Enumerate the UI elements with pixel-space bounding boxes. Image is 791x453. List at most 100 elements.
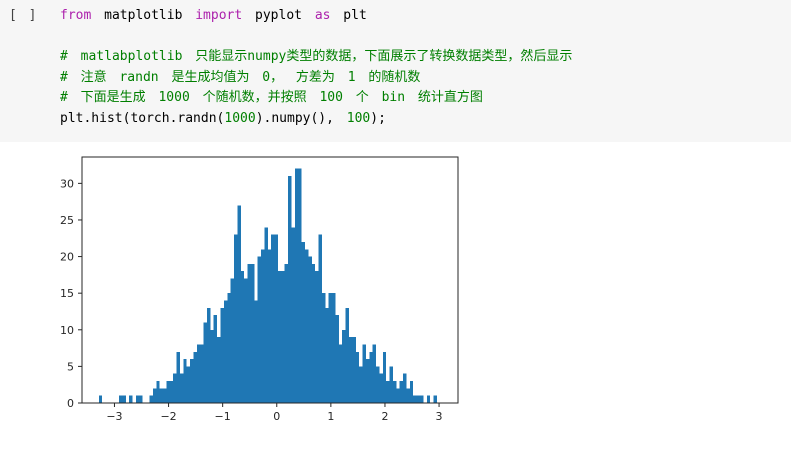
histogram-bar (176, 351, 180, 403)
histogram-bar (277, 271, 282, 403)
histogram-bar (338, 344, 343, 403)
x-tick-label: 0 (273, 410, 280, 423)
histogram-bars (98, 168, 437, 403)
histogram-bar (234, 234, 238, 403)
y-tick-label: 25 (60, 214, 74, 227)
histogram-bar (217, 337, 221, 403)
histogram-bar (413, 395, 417, 403)
histogram-bar (288, 176, 292, 403)
histogram-bar (119, 395, 123, 403)
code-line[interactable]: # matlabplotlib 只能显示numpy类型的数据，下面展示了转换数据… (60, 47, 572, 68)
histogram-bar (352, 337, 356, 403)
code-line[interactable]: from matplotlib import pyplot as plt (60, 6, 572, 27)
histogram-bar (379, 373, 383, 403)
code-token-plain: plt.hist(torch.randn( (60, 110, 225, 126)
code-line[interactable]: plt.hist(torch.randn(1000).numpy(), 100)… (60, 109, 572, 130)
histogram-bar (294, 168, 299, 403)
histogram-bar (406, 388, 410, 403)
histogram-bar (369, 351, 373, 403)
y-tick-label: 30 (60, 177, 74, 190)
histogram-bar (98, 395, 103, 403)
histogram-bar (389, 366, 393, 403)
histogram-bar (213, 315, 218, 403)
histogram-bar (372, 344, 377, 403)
x-tick-label: −2 (160, 410, 176, 423)
histogram-bar (200, 344, 204, 403)
y-tick-label: 5 (67, 360, 74, 373)
y-tick-label: 0 (67, 397, 74, 410)
x-tick-label: 1 (327, 410, 334, 423)
code-token-keyword: from (60, 8, 92, 23)
histogram-bar (257, 256, 262, 403)
x-tick-label: 3 (436, 410, 443, 423)
histogram-bar (271, 234, 275, 403)
histogram-bar (335, 315, 339, 403)
histogram-bar (433, 395, 437, 403)
code-token-number: 100 (346, 110, 371, 126)
histogram-bar (250, 263, 255, 403)
histogram-bar (325, 307, 329, 403)
histogram-bar (315, 271, 319, 403)
histogram-bar (261, 249, 265, 403)
histogram-bar (399, 381, 404, 403)
code-line[interactable]: # 下面是生成 1000 个随机数，并按照 100 个 bin 统计直方图 (60, 88, 572, 109)
histogram-bar (186, 366, 191, 403)
y-axis-ticks: 0 5 10 15 20 25 30 (60, 177, 82, 410)
code-cell[interactable]: [ ] from matplotlib import pyplot as plt… (0, 0, 791, 142)
histogram-bar (386, 381, 390, 403)
histogram-bar (223, 300, 228, 403)
code-editor[interactable]: from matplotlib import pyplot as plt # m… (60, 6, 572, 129)
histogram-bar (173, 373, 177, 403)
histogram-bar (291, 227, 295, 403)
cell-output-area: −3 −2 −1 0 1 2 3 0 5 10 15 20 25 30 (0, 142, 791, 453)
histogram-bar (230, 278, 235, 403)
histogram-bar (227, 293, 231, 403)
code-line[interactable]: # 注意 randn 是生成均值为 0， 方差为 1 的随机数 (60, 68, 572, 89)
histogram-bar (149, 395, 153, 403)
code-token-plain: ); (370, 110, 386, 126)
x-tick-label: −1 (215, 410, 231, 423)
histogram-bar (274, 234, 278, 403)
histogram-bar (362, 344, 366, 403)
histogram-bar (305, 249, 309, 403)
code-token-comment: # matlabplotlib 只能显示numpy类型的数据，下面展示了转换数据… (60, 49, 573, 64)
histogram-bar (318, 234, 322, 403)
histogram-bar (284, 263, 289, 403)
histogram-bar (129, 395, 133, 403)
code-token-plain: matplotlib (91, 8, 196, 23)
histogram-bar (311, 263, 316, 403)
histogram-bar (392, 381, 397, 403)
code-token-plain: ).numpy(), (255, 110, 347, 126)
code-token-comment: # 注意 randn 是生成均值为 0， 方差为 1 的随机数 (60, 69, 421, 85)
histogram-bar (416, 395, 420, 403)
histogram-bar (254, 300, 258, 403)
histogram-bar (382, 351, 387, 403)
x-tick-label: −3 (106, 410, 122, 423)
histogram-bar (210, 329, 214, 403)
histogram-bar (298, 168, 302, 403)
y-tick-label: 15 (60, 287, 74, 300)
code-line[interactable] (60, 27, 572, 48)
cell-run-prompt[interactable]: [ ] (9, 8, 39, 23)
histogram-bar (308, 256, 312, 403)
histogram-bar (396, 388, 400, 403)
histogram-bar (348, 337, 353, 403)
histogram-bar (196, 344, 201, 403)
code-token-number: 1000 (224, 110, 256, 126)
code-token-keyword: as (314, 8, 331, 23)
histogram-bar (237, 205, 241, 403)
histogram-bar (159, 388, 164, 403)
histogram-bar (267, 249, 272, 403)
histogram-bar (220, 307, 224, 403)
y-tick-label: 10 (60, 324, 74, 337)
y-tick-label: 20 (60, 251, 74, 264)
code-token-keyword: import (195, 8, 243, 23)
histogram-bar (163, 388, 167, 403)
histogram-bar (328, 293, 333, 403)
histogram-bar (169, 381, 174, 403)
histogram-bar (206, 307, 211, 403)
histogram-bar (409, 381, 414, 403)
histogram-bar (203, 322, 207, 403)
histogram-bar (244, 278, 248, 403)
